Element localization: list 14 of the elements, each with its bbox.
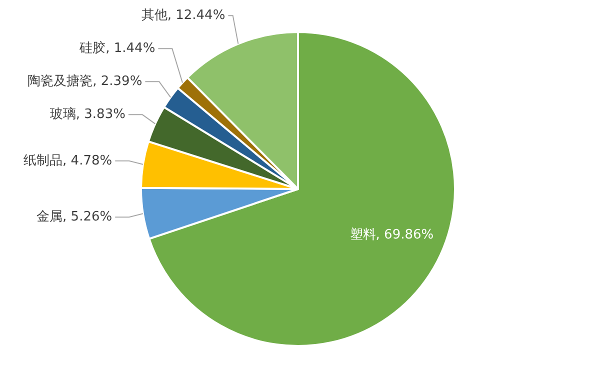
data-label: , 4.78% [62,153,112,168]
slice-label: 陶瓷及搪瓷 [28,74,93,90]
data-label: , 1.44% [106,41,156,56]
data-label: , 3.83% [76,107,126,122]
slice-label: 塑料 [350,226,376,242]
slice-label: 金属 [36,210,63,225]
data-label: , 69.86% [376,227,434,242]
slice-label: 纸制品 [24,153,63,168]
data-label: , 5.26% [62,210,112,225]
slice-label: 其他 [141,8,168,24]
data-label: , 12.44% [167,8,226,24]
data-label: , 2.39% [92,74,142,90]
slice-label: 玻璃 [50,107,76,122]
slice-label: 硅胶 [78,41,106,56]
